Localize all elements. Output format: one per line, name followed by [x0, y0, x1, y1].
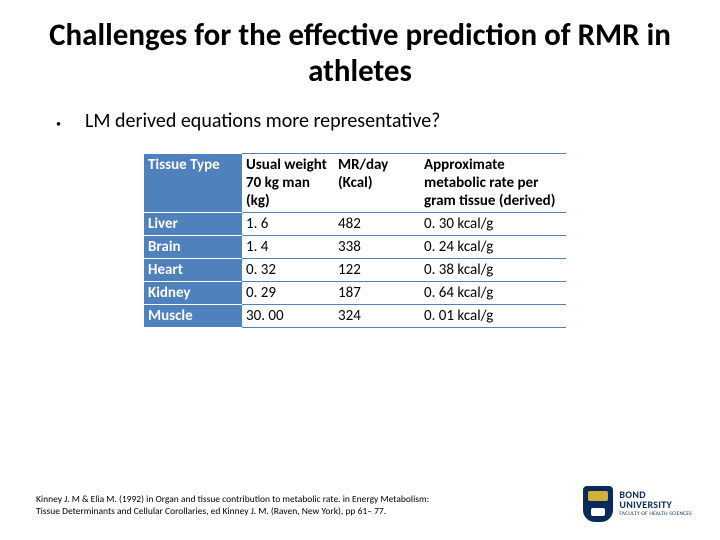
col-header-tissue: Tissue Type	[144, 154, 242, 213]
table-row: Brain 1. 4 338 0. 24 kcal/g	[144, 236, 566, 259]
cell-rate: 0. 01 kcal/g	[420, 305, 566, 328]
table-row: Muscle 30. 00 324 0. 01 kcal/g	[144, 305, 566, 328]
cell-rate: 0. 30 kcal/g	[420, 213, 566, 236]
bullet-marker: •	[56, 117, 61, 130]
table-row: Liver 1. 6 482 0. 30 kcal/g	[144, 213, 566, 236]
table-container: Tissue Type Usual weight 70 kg man (kg) …	[144, 153, 684, 328]
logo-uni-sub: UNIVERSITY	[619, 500, 692, 510]
cell-weight: 1. 4	[242, 236, 334, 259]
table-body: Liver 1. 6 482 0. 30 kcal/g Brain 1. 4 3…	[144, 213, 566, 328]
cell-weight: 0. 29	[242, 282, 334, 305]
table-row: Heart 0. 32 122 0. 38 kcal/g	[144, 259, 566, 282]
cell-rate: 0. 38 kcal/g	[420, 259, 566, 282]
tissue-table: Tissue Type Usual weight 70 kg man (kg) …	[144, 153, 566, 328]
slide: Challenges for the effective prediction …	[0, 0, 720, 540]
cell-mr: 482	[334, 213, 420, 236]
cell-weight: 30. 00	[242, 305, 334, 328]
citation-line-2: Tissue Determinants and Cellular Corolla…	[36, 506, 429, 518]
slide-title: Challenges for the effective prediction …	[36, 18, 684, 89]
table-row: Kidney 0. 29 187 0. 64 kcal/g	[144, 282, 566, 305]
university-logo: BOND UNIVERSITY FACULTY OF HEALTH SCIENC…	[583, 486, 692, 522]
table-header-row: Tissue Type Usual weight 70 kg man (kg) …	[144, 154, 566, 213]
cell-rate: 0. 64 kcal/g	[420, 282, 566, 305]
col-header-weight: Usual weight 70 kg man (kg)	[242, 154, 334, 213]
cell-rate: 0. 24 kcal/g	[420, 236, 566, 259]
col-header-mr: MR/day (Kcal)	[334, 154, 420, 213]
crest-icon	[583, 486, 613, 522]
cell-tissue: Muscle	[144, 305, 242, 328]
cell-tissue: Heart	[144, 259, 242, 282]
bullet-text: LM derived equations more representative…	[85, 109, 440, 133]
cell-tissue: Brain	[144, 236, 242, 259]
cell-mr: 187	[334, 282, 420, 305]
cell-tissue: Liver	[144, 213, 242, 236]
logo-faculty: FACULTY OF HEALTH SCIENCES	[619, 512, 692, 518]
col-header-rate: Approximate metabolic rate per gram tiss…	[420, 154, 566, 213]
cell-mr: 122	[334, 259, 420, 282]
cell-weight: 0. 32	[242, 259, 334, 282]
cell-mr: 338	[334, 236, 420, 259]
cell-tissue: Kidney	[144, 282, 242, 305]
cell-mr: 324	[334, 305, 420, 328]
bullet-item: • LM derived equations more representati…	[56, 109, 684, 133]
citation: Kinney J. M & Elia M. (1992) in Organ an…	[36, 494, 429, 518]
logo-text: BOND UNIVERSITY FACULTY OF HEALTH SCIENC…	[619, 490, 692, 518]
cell-weight: 1. 6	[242, 213, 334, 236]
